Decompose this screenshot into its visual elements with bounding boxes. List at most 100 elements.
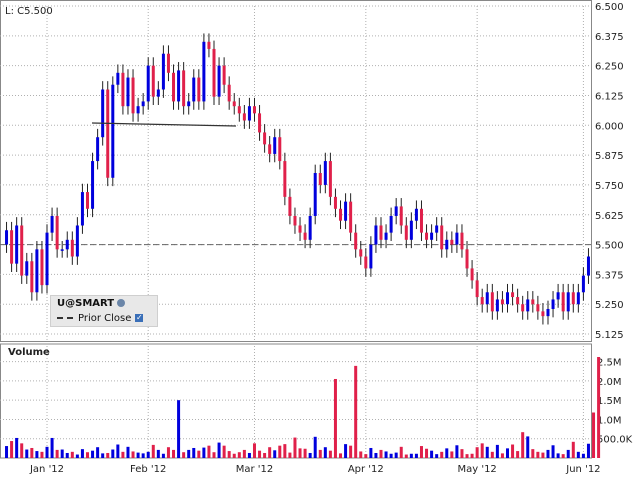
candle-body [131,77,135,114]
candle-body [217,65,221,97]
candle-body [521,304,525,312]
volume-bar [136,452,140,458]
volume-bar [232,453,236,458]
volume-bar [91,450,95,458]
volume-bar [111,449,115,458]
price-tick-label: 5.500 [595,241,624,252]
candle-body [409,220,413,240]
volume-bar [25,449,29,458]
candle-body [298,225,302,233]
candle-body [5,230,9,245]
candle-body [20,225,24,276]
volume-bar [177,400,181,458]
volume-bar [70,451,74,458]
volume-bar [339,453,343,458]
legend-prior-close-label: Prior Close [78,313,132,324]
candle-body [65,239,69,250]
volume-bar [252,443,256,458]
candle-body [247,106,251,121]
volume-bar [490,451,494,458]
volume-bar [328,450,332,458]
volume-bar [344,444,348,458]
volume-bar [126,446,130,458]
volume-bar [20,443,24,458]
price-tick-label: 6.375 [595,32,624,43]
candle-body [151,65,155,97]
candle-body [136,106,140,114]
volume-bar [465,454,469,458]
volume-bar [50,437,54,458]
price-tick-label: 5.875 [595,151,624,162]
candle-body [177,70,181,102]
candle-body [101,89,105,138]
candle-body [283,161,287,197]
volume-bar [212,452,216,458]
candle-body [516,297,520,305]
checkbox-icon[interactable]: ✓ [135,313,144,322]
candle-body [197,77,201,102]
volume-bar [237,452,241,458]
volume-bar [227,451,231,458]
volume-bar [379,449,383,458]
candle-body [531,299,535,305]
volume-bar [242,449,246,458]
volume-title: Volume [8,347,50,358]
volume-bar [288,452,292,458]
x-tick-label: Feb '12 [130,464,166,475]
price-tick-label: 5.625 [595,211,624,222]
volume-bar [359,451,363,458]
volume-bar [247,452,251,458]
legend[interactable]: U@SMART Prior Close ✓ [50,295,158,327]
gear-icon[interactable] [117,299,126,307]
candle-body [96,137,100,162]
candle-body [480,297,484,305]
candle-body [475,280,479,298]
dashed-line-swatch-icon [57,317,73,319]
volume-bar [409,453,413,458]
volume-bar [323,447,327,458]
support-trendline [91,122,237,127]
volume-bar [258,450,262,458]
volume-bar [40,451,44,458]
candle-body [202,41,206,102]
volume-tick-label: 1.5M [597,396,622,407]
candle-body [369,244,373,269]
volume-bar [35,451,39,458]
candle-body [581,275,585,293]
candle-body [258,113,262,133]
candle-body [511,292,515,298]
volume-tick-label: 500.0K [597,435,633,446]
price-tick-label: 5.250 [595,300,624,311]
volume-bar [419,446,423,458]
candle-body [541,311,545,317]
volume-bar [217,442,221,458]
candle-body [318,173,322,185]
volume-bar [187,449,191,458]
volume-bar [75,454,79,458]
volume-bar [303,448,307,458]
volume-bar [495,444,499,458]
volume-bar [146,451,150,458]
volume-bar [60,449,64,458]
volume-bar [414,453,418,458]
price-tick-label: 6.250 [595,62,624,73]
volume-bar [96,447,100,458]
candle-body [586,256,590,276]
candle-body [111,84,115,178]
candle-body [242,113,246,121]
candle-body [359,249,363,257]
candle-body [303,232,307,240]
candle-body [344,201,348,221]
volume-bar [293,437,297,458]
volume-bar [131,451,135,458]
candle-body [293,215,297,226]
candle-body [404,225,408,240]
volume-bar [531,449,535,458]
candle-body [55,215,59,250]
x-tick-label: May '12 [457,464,496,475]
volume-bar [101,453,105,458]
volume-bar [121,451,125,458]
candle-body [30,261,34,293]
volume-bar [151,444,155,458]
volume-bar [430,450,434,458]
